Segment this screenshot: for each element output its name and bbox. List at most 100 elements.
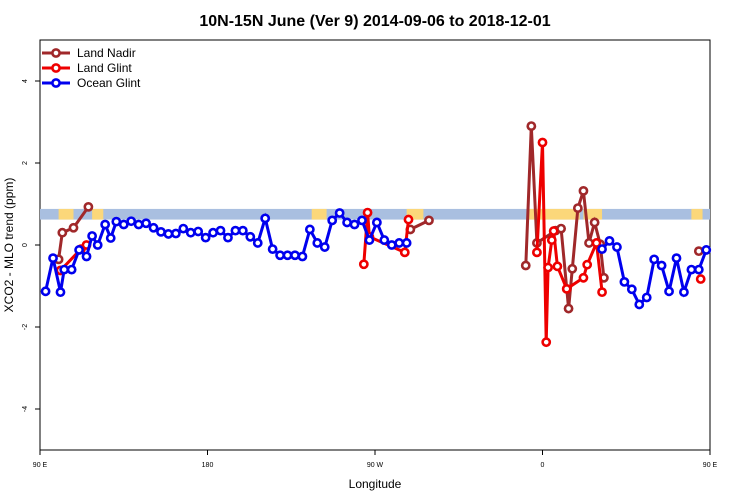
band-ocean xyxy=(40,208,710,220)
data-point xyxy=(312,238,323,248)
data-point xyxy=(111,216,122,227)
data-point xyxy=(48,253,58,264)
data-point xyxy=(215,225,226,236)
series-line xyxy=(57,206,90,260)
y-tick-label: -4 xyxy=(22,406,29,412)
data-point xyxy=(671,253,682,264)
data-point xyxy=(362,207,373,218)
data-point xyxy=(83,201,94,212)
y-axis-label: XCO2 - MLO trend (ppm) xyxy=(2,178,16,313)
data-point xyxy=(290,250,300,261)
x-tick-label: 90 E xyxy=(703,462,718,469)
data-point xyxy=(156,226,166,237)
data-point xyxy=(100,219,111,230)
data-point xyxy=(619,276,630,287)
data-point xyxy=(68,222,79,233)
data-point xyxy=(649,254,660,265)
data-point xyxy=(532,247,542,258)
data-point xyxy=(597,287,607,298)
data-point xyxy=(237,225,248,236)
data-point xyxy=(597,244,607,254)
legend-label: Land Glint xyxy=(77,61,132,75)
data-point xyxy=(371,217,382,228)
data-point xyxy=(561,283,572,294)
data-point xyxy=(379,235,390,245)
x-tick-label: 90 W xyxy=(367,462,384,469)
band-land-segment xyxy=(406,208,424,220)
legend-label: Land Nadir xyxy=(77,46,136,60)
data-point xyxy=(178,223,189,234)
y-tick-label: -2 xyxy=(22,324,29,330)
data-point xyxy=(230,225,241,236)
data-point xyxy=(543,262,553,273)
data-point xyxy=(200,232,211,243)
data-point xyxy=(92,240,103,250)
data-point xyxy=(546,235,557,245)
data-point xyxy=(163,229,174,239)
data-point xyxy=(424,215,434,226)
data-point xyxy=(364,235,375,245)
data-point xyxy=(537,137,548,148)
data-point xyxy=(641,292,652,303)
band-land-segment xyxy=(583,208,603,220)
y-axis: -4 -2 0 2 4 xyxy=(22,79,40,412)
series-ocean-glint xyxy=(40,208,712,310)
data-point xyxy=(626,284,637,295)
x-tick-label: 180 xyxy=(202,462,214,469)
data-point xyxy=(275,250,285,261)
data-point xyxy=(541,337,552,348)
data-point xyxy=(701,245,712,255)
data-point xyxy=(695,274,706,284)
data-point xyxy=(612,242,622,252)
data-point xyxy=(193,226,204,237)
data-point xyxy=(105,233,116,243)
chart-title: 10N-15N June (Ver 9) 2014-09-06 to 2018-… xyxy=(199,13,550,30)
data-point xyxy=(126,216,137,227)
data-point xyxy=(245,231,256,242)
x-tick-label: 90 E xyxy=(33,462,48,469)
data-point xyxy=(520,260,531,271)
data-point xyxy=(584,238,594,248)
data-point xyxy=(578,185,589,196)
x-axis: 90 E 180 90 W 0 90 E xyxy=(33,450,718,469)
data-point xyxy=(582,259,593,270)
band-land-segment xyxy=(691,208,703,220)
data-point xyxy=(399,247,410,258)
data-point xyxy=(664,286,674,297)
legend-marker xyxy=(51,63,61,73)
data-point xyxy=(567,263,578,274)
data-point xyxy=(282,250,293,261)
y-tick-label: 0 xyxy=(22,243,29,247)
data-point xyxy=(386,240,397,250)
data-point xyxy=(118,219,129,230)
data-point xyxy=(403,214,414,225)
band-land-segment xyxy=(92,208,104,220)
y-tick-label: 2 xyxy=(22,161,29,165)
x-tick-label: 0 xyxy=(541,462,545,469)
data-point xyxy=(133,219,144,230)
data-point xyxy=(358,259,369,270)
data-point xyxy=(578,272,589,283)
legend-marker xyxy=(51,78,61,88)
data-point xyxy=(679,287,689,298)
data-point xyxy=(327,215,338,226)
data-point xyxy=(634,299,645,310)
data-point xyxy=(87,231,98,241)
data-point xyxy=(66,264,77,275)
data-point xyxy=(656,260,667,271)
data-point xyxy=(55,287,66,298)
band-land-segment xyxy=(527,208,580,220)
data-point xyxy=(148,222,159,233)
data-point xyxy=(357,215,367,226)
data-point xyxy=(141,218,151,229)
data-point xyxy=(57,227,68,238)
data-point xyxy=(591,238,602,248)
data-point xyxy=(74,245,84,255)
data-point xyxy=(59,264,70,275)
band-land-segment xyxy=(58,208,74,220)
data-point xyxy=(401,238,412,248)
data-point xyxy=(40,286,51,297)
data-point xyxy=(334,208,345,218)
band-land-segment xyxy=(311,208,327,220)
data-point xyxy=(170,228,181,239)
